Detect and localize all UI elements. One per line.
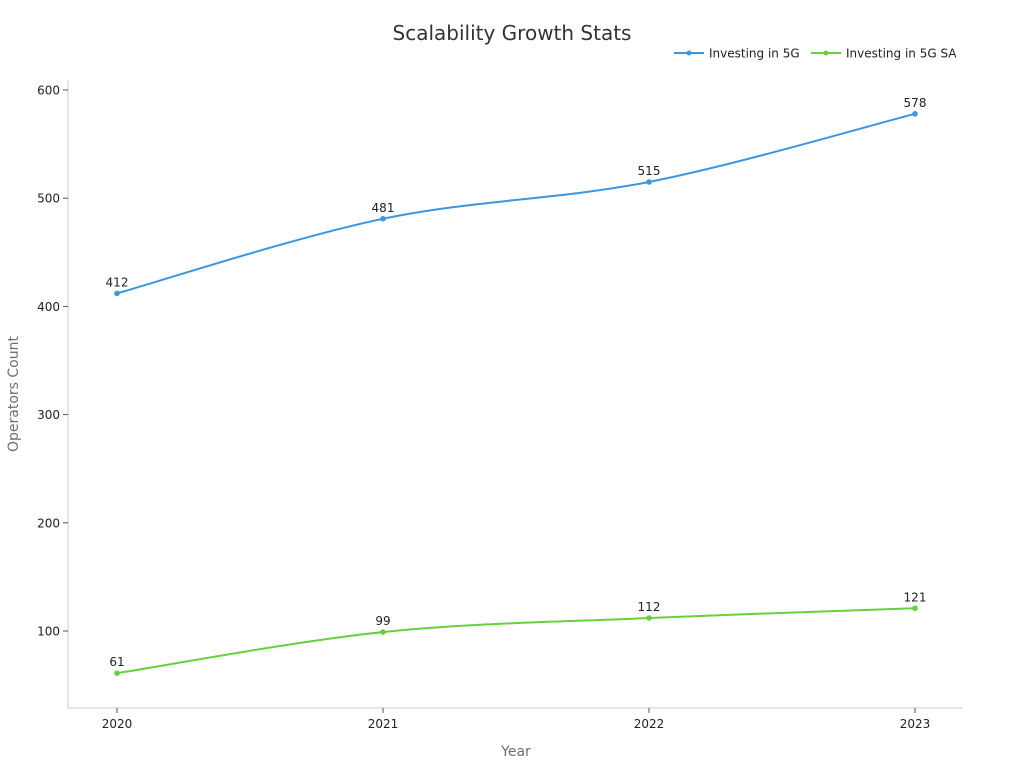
- data-point[interactable]: [646, 615, 652, 621]
- y-tick-label: 200: [37, 516, 60, 530]
- legend-marker-investing-in-5g-sa: [823, 50, 829, 56]
- x-axis-label: Year: [500, 744, 531, 760]
- y-tick-label: 600: [37, 84, 60, 98]
- data-label: 112: [638, 600, 661, 614]
- data-point[interactable]: [114, 670, 120, 676]
- y-tick-label: 400: [37, 300, 60, 314]
- y-tick-label: 300: [37, 408, 60, 422]
- data-label: 515: [638, 164, 661, 178]
- legend-item-investing-in-5g[interactable]: Investing in 5G: [674, 47, 800, 61]
- y-axis-label: Operators Count: [6, 336, 22, 452]
- data-label: 121: [904, 590, 927, 604]
- data-point[interactable]: [114, 290, 120, 297]
- series-layer: 412 481 515 578 61 99 112 121: [106, 96, 927, 676]
- y-tick-label: 500: [37, 192, 60, 206]
- legend-marker-investing-in-5g: [686, 50, 692, 56]
- legend-label-investing-in-5g-sa: Investing in 5G SA: [846, 47, 957, 61]
- x-tick-label: 2023: [900, 717, 931, 731]
- x-axis-ticks: 2020 2021 2022 2023: [102, 708, 931, 731]
- x-tick-label: 2022: [634, 717, 665, 731]
- data-label: 578: [904, 96, 927, 110]
- y-tick-label: 100: [37, 625, 60, 639]
- data-point[interactable]: [380, 629, 386, 635]
- data-label: 481: [372, 201, 395, 215]
- data-label: 412: [106, 275, 129, 289]
- legend-item-investing-in-5g-sa[interactable]: Investing in 5G SA: [811, 47, 957, 61]
- legend-label-investing-in-5g: Investing in 5G: [709, 47, 800, 61]
- series-investing-in-5g: 412 481 515 578: [106, 96, 927, 297]
- y-axis-ticks: 100 200 300 400 500 600: [37, 84, 68, 639]
- data-point[interactable]: [912, 111, 918, 117]
- data-label: 61: [109, 655, 124, 669]
- series-line-investing-in-5g-sa: [116, 607, 916, 675]
- chart-title: Scalability Growth Stats: [393, 21, 632, 45]
- x-tick-label: 2021: [368, 717, 399, 731]
- data-label: 99: [375, 614, 390, 628]
- data-point[interactable]: [380, 215, 386, 222]
- data-point[interactable]: [912, 605, 918, 612]
- series-investing-in-5g-sa: 61 99 112 121: [109, 590, 926, 676]
- legend: Investing in 5G Investing in 5G SA: [674, 47, 957, 61]
- x-tick-label: 2020: [102, 717, 133, 731]
- series-line-investing-in-5g: [116, 112, 916, 295]
- data-point[interactable]: [646, 179, 652, 185]
